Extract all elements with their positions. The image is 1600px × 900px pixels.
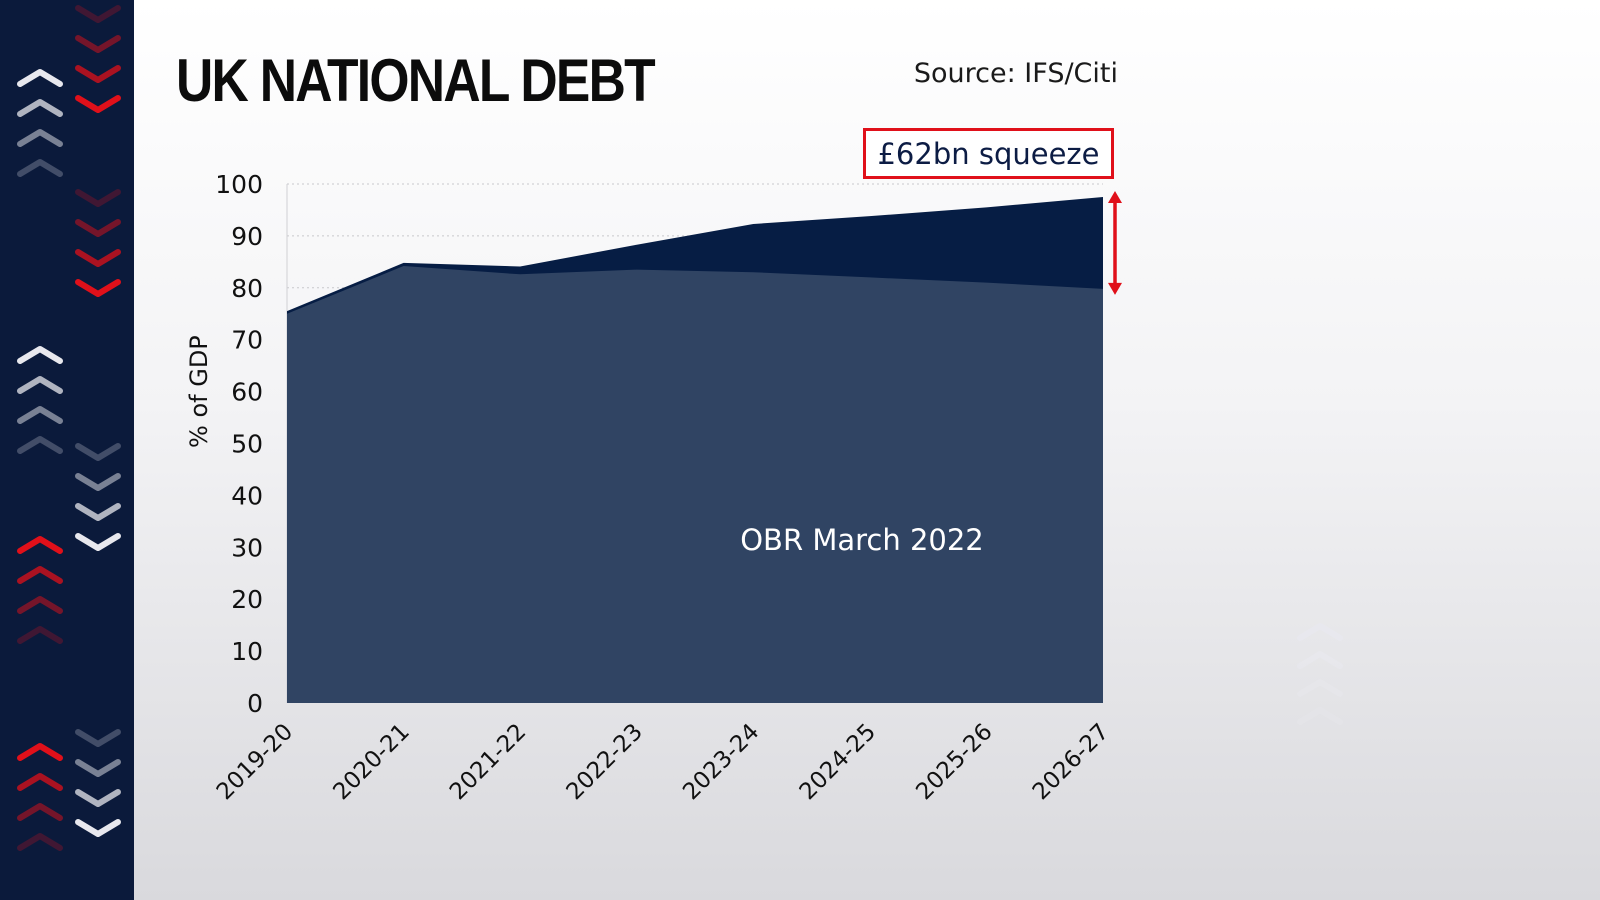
y-tick-label: 30 bbox=[231, 533, 263, 562]
y-tick-label: 20 bbox=[231, 585, 263, 614]
x-tick-label: 2022-23 bbox=[562, 719, 648, 805]
chevron-pattern-icon bbox=[17, 5, 121, 851]
y-tick-label: 70 bbox=[231, 326, 263, 355]
series-label-obr: OBR March 2022 bbox=[740, 523, 984, 557]
y-tick-label: 60 bbox=[231, 378, 263, 407]
x-tick-label: 2019-20 bbox=[212, 719, 298, 805]
squeeze-label: £62bn squeeze bbox=[877, 136, 1100, 171]
decorative-sidebar bbox=[0, 0, 134, 900]
squeeze-annotation: £62bn squeeze bbox=[863, 128, 1114, 179]
x-tick-label: 2023-24 bbox=[678, 719, 764, 805]
y-tick-label: 10 bbox=[231, 637, 263, 666]
y-axis-label: % of GDP bbox=[185, 335, 213, 448]
y-tick-label: 50 bbox=[231, 430, 263, 459]
y-tick-label: 80 bbox=[231, 274, 263, 303]
arrow-down-icon bbox=[1108, 282, 1122, 295]
y-tick-label: 40 bbox=[231, 481, 263, 510]
arrow-up-icon bbox=[1108, 190, 1122, 203]
y-tick-label: 0 bbox=[247, 689, 263, 718]
x-tick-label: 2024-25 bbox=[795, 719, 881, 805]
y-tick-label: 90 bbox=[231, 222, 263, 251]
chevron-up-icon bbox=[1297, 623, 1343, 725]
x-tick-label: 2026-27 bbox=[1028, 719, 1114, 805]
y-tick-label: 100 bbox=[215, 170, 263, 199]
x-tick-label: 2020-21 bbox=[328, 719, 414, 805]
area-series-obr-march-2022 bbox=[287, 266, 1103, 703]
x-tick-label: 2025-26 bbox=[911, 719, 997, 805]
page-title: UK NATIONAL DEBT bbox=[176, 47, 656, 114]
x-tick-label: 2021-22 bbox=[445, 719, 531, 805]
source-label: Source: IFS/Citi bbox=[913, 58, 1118, 89]
